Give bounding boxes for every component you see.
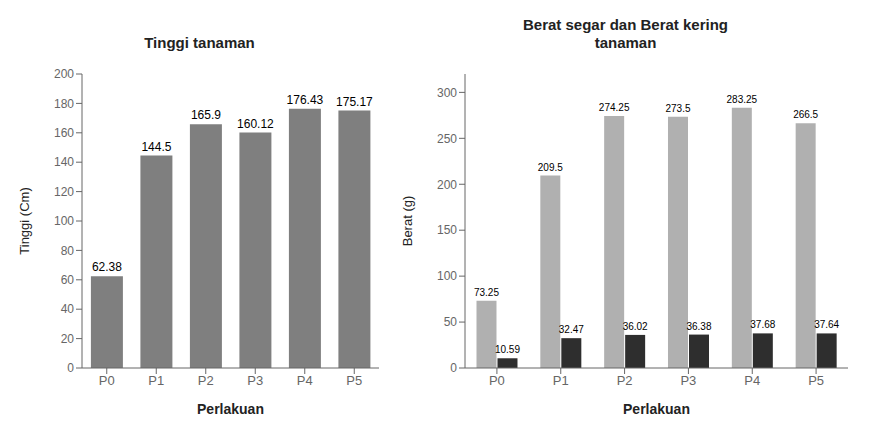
svg-text:37.68: 37.68 [750,319,775,330]
svg-text:266.5: 266.5 [793,109,818,120]
svg-text:32.47: 32.47 [559,324,584,335]
svg-text:36.38: 36.38 [686,321,711,332]
svg-text:P5: P5 [346,373,362,388]
svg-text:300: 300 [437,86,457,100]
svg-text:P2: P2 [617,373,633,388]
svg-text:160: 160 [54,126,74,140]
svg-text:100: 100 [437,269,457,283]
svg-text:250: 250 [437,132,457,146]
svg-text:100: 100 [54,214,74,228]
svg-text:Tinggi (Cm): Tinggi (Cm) [17,187,32,254]
svg-text:144.5: 144.5 [141,140,171,154]
svg-text:200: 200 [54,67,74,81]
svg-text:50: 50 [444,315,458,329]
svg-text:273.5: 273.5 [665,103,690,114]
svg-text:P3: P3 [247,373,263,388]
html-text:Tinggi tanaman: Tinggi tanaman [144,34,255,51]
svg-text:60: 60 [61,273,75,287]
svg-text:180: 180 [54,97,74,111]
svg-text:Perlakuan: Perlakuan [197,401,264,417]
svg-text:P0: P0 [99,373,115,388]
svg-text:0: 0 [67,361,74,375]
svg-text:40: 40 [61,302,75,316]
svg-text:20: 20 [61,332,75,346]
svg-text:73.25: 73.25 [474,287,499,298]
svg-text:P1: P1 [148,373,164,388]
svg-text:80: 80 [61,244,75,258]
svg-text:160.12: 160.12 [237,117,274,131]
html-text:Berat segar dan Berat kering t: Berat segar dan Berat kering tanaman [523,16,728,51]
svg-text:P2: P2 [198,373,214,388]
svg-text:10.59: 10.59 [495,344,520,355]
svg-text:62.38: 62.38 [92,260,122,274]
svg-text:P4: P4 [744,373,760,388]
svg-text:120: 120 [54,185,74,199]
svg-text:209.5: 209.5 [538,162,563,173]
svg-text:P3: P3 [680,373,696,388]
svg-text:Berat (g): Berat (g) [400,196,415,247]
svg-text:36.02: 36.02 [623,321,648,332]
svg-text:150: 150 [437,223,457,237]
svg-text:P1: P1 [553,373,569,388]
svg-text:0: 0 [450,361,457,375]
svg-text:P4: P4 [297,373,313,388]
svg-text:175.17: 175.17 [336,95,373,109]
svg-text:140: 140 [54,155,74,169]
svg-text:P0: P0 [489,373,505,388]
svg-text:165.9: 165.9 [191,108,221,122]
svg-text:274.25: 274.25 [599,102,630,113]
svg-text:283.25: 283.25 [727,94,758,105]
svg-text:Perlakuan: Perlakuan [623,401,690,417]
svg-text:176.43: 176.43 [287,93,324,107]
svg-text:P5: P5 [808,373,824,388]
svg-text:37.64: 37.64 [814,319,839,330]
svg-text:200: 200 [437,178,457,192]
